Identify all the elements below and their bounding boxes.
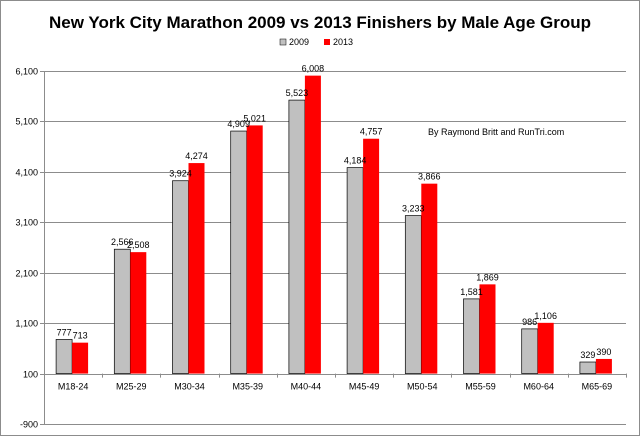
legend-label-2013: 2013: [333, 37, 353, 47]
chart-annotation: By Raymond Britt and RunTri.com: [428, 127, 564, 137]
y-tick-label: 2,100: [15, 269, 38, 279]
bar-2013-M18-24: [72, 342, 89, 374]
data-label-2013-M25-29: 2,508: [127, 240, 150, 250]
x-tick-label: M40-44: [291, 382, 322, 392]
chart-title: New York City Marathon 2009 vs 2013 Fini…: [49, 13, 591, 32]
x-tick-label: M18-24: [58, 382, 89, 392]
bar-2009-M30-34: [172, 180, 189, 374]
data-label-2013-M55-59: 1,869: [476, 272, 499, 282]
data-label-2009-M65-69: 329: [580, 350, 595, 360]
data-label-2013-M35-39: 5,021: [243, 113, 266, 123]
x-tick-label: M30-34: [174, 382, 205, 392]
bar-2009-M60-64: [521, 328, 539, 374]
data-label-2009-M25-29: 2,566: [111, 237, 134, 247]
y-tick-label: 3,100: [15, 218, 38, 228]
x-tick-label: M60-64: [523, 382, 554, 392]
data-label-2013-M45-49: 4,757: [360, 127, 383, 137]
y-tick-label: 6,100: [15, 67, 38, 77]
bar-2013-M65-69: [595, 358, 612, 374]
y-tick-label: 5,100: [15, 117, 38, 127]
y-axis: -900 100 1,100 2,100 3,100 4,100 5,100 6,100: [15, 67, 45, 430]
x-tick-label: M45-49: [349, 382, 380, 392]
x-tick-label: M25-29: [116, 382, 147, 392]
data-label-2009-M40-44: 5,523: [286, 88, 309, 98]
data-label-2009-M30-34: 3,924: [169, 169, 192, 179]
data-label-2013-M60-64: 1,106: [534, 311, 557, 321]
data-label-2009-M50-54: 3,233: [402, 204, 425, 214]
y-tick-label: 4,100: [15, 168, 38, 178]
bar-2009-M50-54: [404, 215, 422, 374]
bar-2009-M35-39: [230, 130, 248, 374]
bar-2009-M45-49: [346, 167, 364, 374]
bar-2013-M35-39: [246, 125, 263, 374]
data-label-2009-M35-39: 4,909: [227, 119, 250, 129]
data-label-2009-M18-24: 777: [57, 327, 72, 337]
bar-2009-M40-44: [288, 99, 306, 374]
bar-2013-M60-64: [537, 322, 554, 374]
data-label-2013-M50-54: 3,866: [418, 172, 441, 182]
y-tick-label: 1,100: [15, 319, 38, 329]
y-tick-label: 100: [23, 370, 38, 380]
bar-2009-M65-69: [579, 361, 597, 374]
bar-2013-M25-29: [130, 252, 147, 374]
bar-2013-M30-34: [188, 163, 205, 374]
data-label-2013-M30-34: 4,274: [185, 151, 208, 161]
data-label-2013-M40-44: 6,008: [302, 64, 325, 74]
bar-2013-M40-44: [304, 75, 321, 374]
bars: [55, 75, 612, 374]
bar-2013-M50-54: [421, 183, 438, 374]
data-label-2009-M45-49: 4,184: [344, 156, 367, 166]
bar-2009-M55-59: [463, 298, 480, 374]
legend-swatch-2009: [279, 38, 287, 46]
legend-label-2009: 2009: [289, 37, 309, 47]
legend-swatch-2013: [324, 39, 330, 45]
x-tick-label: M65-69: [582, 382, 613, 392]
data-label-2009-M55-59: 1,581: [460, 287, 483, 297]
data-label-2013-M65-69: 390: [596, 347, 611, 357]
data-label-2013-M18-24: 713: [73, 331, 88, 341]
x-axis: M18-24 M25-29 M30-34 M35-39 M40-44 M45-49 M50-…: [44, 373, 627, 392]
bar-2009-M18-24: [55, 339, 73, 374]
y-tick-label: -900: [20, 420, 38, 430]
x-tick-label: M35-39: [232, 382, 263, 392]
x-tick-label: M55-59: [465, 382, 496, 392]
bar-2013-M45-49: [363, 138, 380, 374]
legend: 2009 2013: [279, 37, 353, 47]
bar-2013-M55-59: [479, 284, 496, 374]
data-label-2009-M60-64: 986: [522, 317, 537, 327]
bar-2009-M25-29: [113, 248, 131, 374]
x-tick-label: M50-54: [407, 382, 438, 392]
